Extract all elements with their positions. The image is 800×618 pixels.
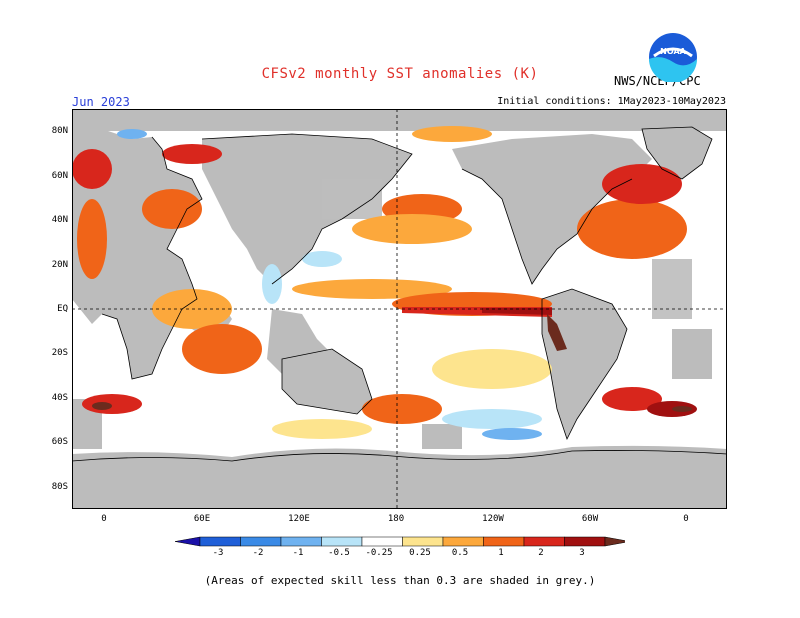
- colorbar-label: -0.25: [365, 548, 393, 558]
- footnote: (Areas of expected skill less than 0.3 a…: [204, 574, 596, 587]
- colorbar-cell: [361, 536, 403, 547]
- map-frame: [72, 109, 727, 509]
- colorbar-cell: [523, 536, 565, 547]
- colorbar-label: -1: [292, 548, 304, 558]
- colorbar: [175, 536, 625, 547]
- lon-label: 120W: [482, 514, 504, 524]
- map-title: CFSv2 monthly SST anomalies (K): [261, 66, 539, 82]
- initial-conditions: Initial conditions: 1May2023-10May2023: [497, 96, 726, 107]
- lat-label: 60N: [51, 171, 68, 181]
- colorbar-label: 0.25: [409, 548, 431, 558]
- lon-label: 180: [387, 514, 405, 524]
- lat-label: 40S: [51, 393, 68, 403]
- lon-label: 0: [101, 514, 107, 524]
- lon-label: 60E: [193, 514, 211, 524]
- colorbar-cell: [199, 536, 241, 547]
- colorbar-label: 1: [498, 548, 504, 558]
- lat-label: 20S: [51, 348, 68, 358]
- colorbar-label: 0.5: [451, 548, 469, 558]
- colorbar-cell: [604, 536, 625, 547]
- lat-label: EQ: [57, 304, 68, 314]
- noaa-logo-icon: NOAA: [649, 33, 697, 82]
- lat-label: 20N: [51, 260, 68, 270]
- lat-label: 60S: [51, 437, 68, 447]
- colorbar-cell: [564, 536, 606, 547]
- coastlines: [72, 126, 727, 462]
- colorbar-label: -3: [212, 548, 224, 558]
- lat-label: 80N: [51, 126, 68, 136]
- colorbar-cell: [483, 536, 525, 547]
- colorbar-label: 3: [579, 548, 585, 558]
- lat-label: 80S: [51, 482, 68, 492]
- positive-anomaly-areas: [72, 126, 697, 439]
- colorbar-label: 2: [538, 548, 544, 558]
- colorbar-cell: [321, 536, 363, 547]
- colorbar-cell: [280, 536, 322, 547]
- land-and-low-skill-areas: [72, 109, 727, 509]
- lon-label: 120E: [288, 514, 310, 524]
- sst-anomaly-map: [72, 109, 727, 509]
- forecast-month: Jun 2023: [72, 95, 130, 109]
- lon-label: 60W: [581, 514, 599, 524]
- svg-text:NOAA: NOAA: [660, 47, 686, 56]
- lon-label: 0: [683, 514, 689, 524]
- colorbar-cell: [240, 536, 282, 547]
- colorbar-cell: [442, 536, 484, 547]
- colorbar-cell: [175, 536, 201, 547]
- colorbar-label: -0.5: [328, 548, 350, 558]
- colorbar-label: -2: [252, 548, 264, 558]
- lat-label: 40N: [51, 215, 68, 225]
- colorbar-cell: [402, 536, 444, 547]
